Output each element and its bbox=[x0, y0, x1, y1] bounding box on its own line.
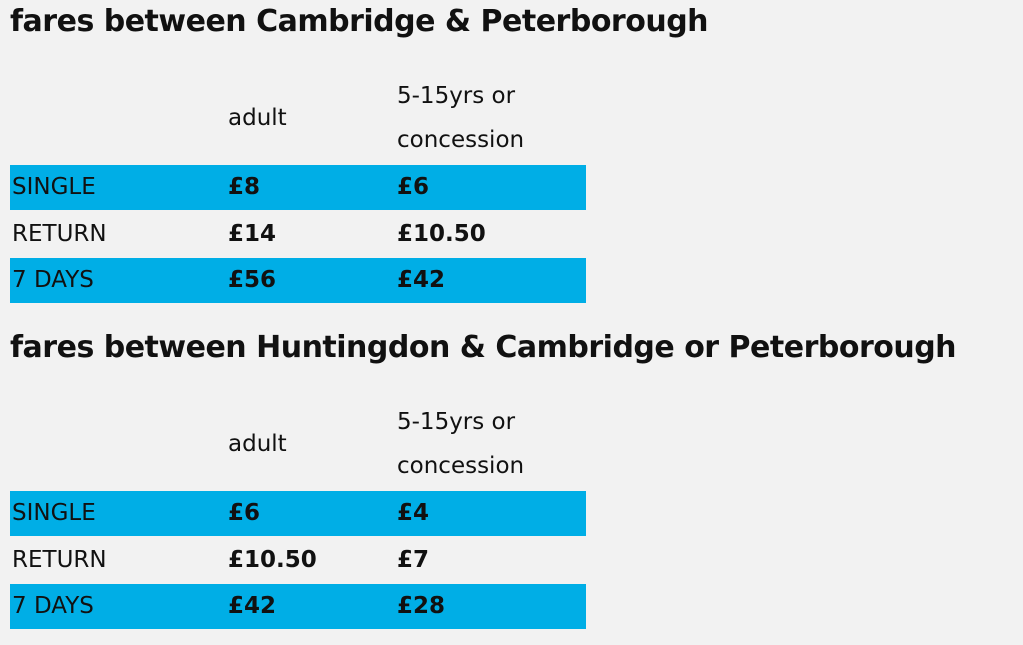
row-label: SINGLE bbox=[12, 174, 96, 200]
column-header: 5-15yrs or concession bbox=[397, 409, 525, 479]
fare-row bbox=[10, 491, 586, 536]
fare-value: £6 bbox=[228, 500, 261, 526]
fare-value: £14 bbox=[228, 220, 277, 247]
fare-value: £4 bbox=[397, 500, 430, 526]
fare-value: £7 bbox=[397, 546, 430, 573]
section-title: fares between Huntingdon & Cambridge or … bbox=[10, 330, 957, 365]
fare-value: £28 bbox=[397, 593, 446, 619]
fare-value: £8 bbox=[228, 174, 261, 200]
fare-value: £42 bbox=[228, 593, 277, 619]
row-label: 7 DAYS bbox=[12, 267, 94, 293]
fare-value: £10.50 bbox=[228, 546, 317, 573]
column-header: adult bbox=[228, 105, 287, 131]
fare-row bbox=[10, 258, 586, 303]
fare-value: £10.50 bbox=[397, 220, 486, 247]
row-label: 7 DAYS bbox=[12, 593, 94, 619]
row-label: RETURN bbox=[12, 546, 107, 573]
column-header: 5-15yrs or concession bbox=[397, 83, 525, 153]
row-label: SINGLE bbox=[12, 500, 96, 526]
fare-value: £6 bbox=[397, 174, 430, 200]
fare-value: £42 bbox=[397, 267, 446, 293]
fare-row bbox=[10, 165, 586, 210]
fare-row bbox=[10, 584, 586, 629]
row-label: RETURN bbox=[12, 220, 107, 247]
fare-value: £56 bbox=[228, 267, 277, 293]
section-title: fares between Cambridge & Peterborough bbox=[10, 4, 709, 39]
column-header: adult bbox=[228, 431, 287, 457]
